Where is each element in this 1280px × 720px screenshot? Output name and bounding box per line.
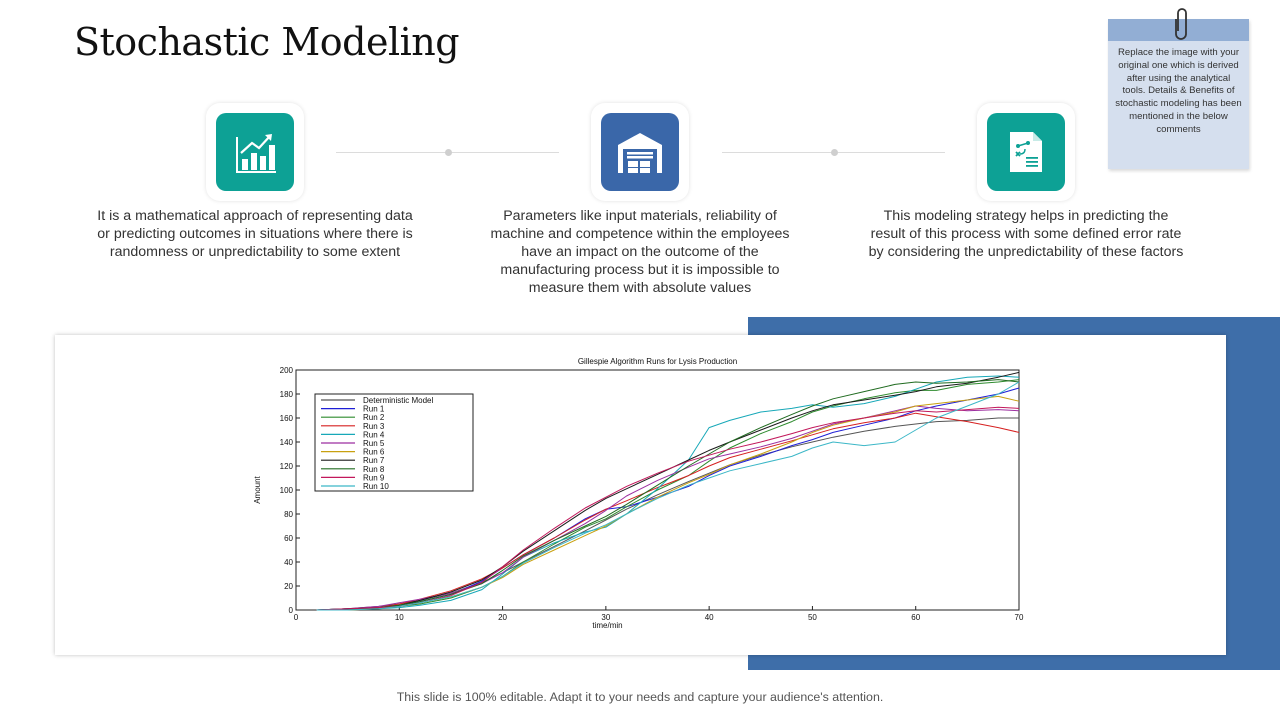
step-2-icon-tile: [591, 103, 689, 201]
x-axis-label: time/min: [592, 621, 622, 630]
series-line: [316, 379, 1020, 611]
slide-footer-note: This slide is 100% editable. Adapt it to…: [396, 690, 884, 704]
step-1-description: It is a mathematical approach of represe…: [97, 208, 413, 260]
y-tick-label: 120: [280, 462, 294, 471]
step-1-icon-background: [216, 113, 294, 191]
sticky-note-text: Replace the image with your original one…: [1115, 47, 1242, 135]
legend-label: Run 10: [363, 482, 389, 491]
series-line: [316, 381, 1020, 611]
legend-label: Run 9: [363, 473, 385, 482]
y-tick-label: 140: [280, 438, 294, 447]
legend-label: Run 2: [363, 413, 385, 422]
y-tick-label: 100: [280, 486, 294, 495]
series-line: [316, 406, 1020, 611]
legend-label: Run 3: [363, 422, 385, 431]
y-tick-label: 60: [284, 534, 293, 543]
series-line: [316, 375, 1020, 611]
warehouse-icon: [618, 133, 662, 173]
series-line: [316, 379, 1020, 611]
x-tick-label: 50: [808, 613, 817, 622]
chart-title: Gillespie Algorithm Runs for Lysis Produ…: [578, 357, 737, 366]
step-3-description: This modeling strategy helps in predicti…: [868, 208, 1184, 260]
y-tick-label: 40: [284, 558, 293, 567]
legend-label: Run 7: [363, 456, 385, 465]
step-2-description: Parameters like input materials, reliabi…: [490, 208, 790, 296]
line-chart: 0 10 20 30 40 50 60 70 0 20 40 60 80 100 120 140 160 180 2…: [253, 357, 1024, 630]
y-tick-label: 180: [280, 390, 294, 399]
x-tick-label: 40: [705, 613, 714, 622]
x-tick-label: 0: [294, 613, 299, 622]
y-axis-label: Amount: [253, 475, 262, 503]
x-tick-label: 10: [395, 613, 404, 622]
step-2-icon-background: [601, 113, 679, 191]
y-tick-label: 80: [284, 510, 293, 519]
sticky-note[interactable]: Replace the image with your original one…: [1108, 8, 1249, 169]
legend-label: Run 1: [363, 405, 385, 414]
paperclip-icon: [1175, 8, 1187, 40]
step-3-icon-background: [987, 113, 1065, 191]
y-tick-label: 160: [280, 414, 294, 423]
y-tick-label: 200: [280, 366, 294, 375]
y-tick-label: 20: [284, 582, 293, 591]
slide-title: Stochastic Modeling: [74, 20, 460, 64]
legend-label: Run 5: [363, 439, 385, 448]
chart-image-card[interactable]: 0 10 20 30 40 50 60 70 0 20 40 60 80 100 120 140 160 180 2…: [55, 335, 1226, 655]
connector-line-2: [722, 149, 945, 156]
legend-label: Deterministic Model: [363, 396, 433, 405]
x-tick-label: 60: [911, 613, 920, 622]
legend-label: Run 6: [363, 448, 385, 457]
y-tick-label: 0: [289, 606, 294, 615]
x-tick-label: 70: [1015, 613, 1024, 622]
series-line: [316, 417, 1019, 611]
step-1-icon-tile: [206, 103, 304, 201]
connector-line-1: [336, 149, 559, 156]
series-line: [316, 412, 1020, 611]
legend-label: Run 4: [363, 430, 385, 439]
bar-chart-growth-icon: [236, 134, 276, 173]
legend-label: Run 8: [363, 465, 385, 474]
x-tick-label: 30: [601, 613, 610, 622]
step-3-icon-tile: [977, 103, 1075, 201]
document-flow-icon: [1010, 132, 1042, 172]
x-tick-label: 20: [498, 613, 507, 622]
